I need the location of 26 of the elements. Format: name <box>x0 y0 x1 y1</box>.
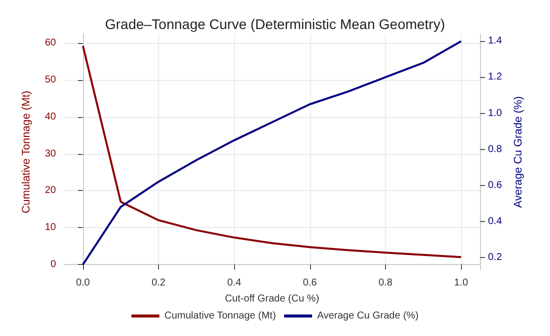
x-tick-label: 0.8 <box>378 278 393 288</box>
y2-tick-label: 0.8 <box>488 144 502 155</box>
y-tick-label: 50 <box>44 74 56 86</box>
x-tick-label: 0.0 <box>76 278 90 288</box>
x-tick-label: 0.2 <box>152 278 166 288</box>
chart-title: Grade–Tonnage Curve (Deterministic Mean Geometry) <box>104 16 446 32</box>
y2-tick-label: 1.0 <box>488 108 502 119</box>
legend-label: Cumulative Tonnage (Mt) <box>164 310 276 322</box>
y-tick-label: 60 <box>44 38 56 49</box>
y-axis-title: Cumulative Tonnage (Mt) <box>20 90 32 214</box>
y2-tick-label: 0.6 <box>488 180 502 191</box>
y2-tick-label: 0.4 <box>488 216 502 227</box>
x-tick-label: 1.0 <box>454 278 468 288</box>
y2-tick-label: 0.2 <box>488 252 502 263</box>
legend-label: Average Cu Grade (%) <box>317 310 419 322</box>
y-tick-label: 30 <box>44 148 56 160</box>
y-tick-label: 20 <box>44 185 56 196</box>
y2-tick-label: 1.2 <box>488 72 502 83</box>
x-tick-label: 0.4 <box>227 278 242 288</box>
x-axis-title: Cut-off Grade (Cu %) <box>224 294 320 304</box>
y2-tick-label: 1.4 <box>488 36 502 47</box>
y-tick-label: 0 <box>50 258 56 270</box>
y2-axis-title: Average Cu Grade (%) <box>512 96 524 208</box>
x-tick-label: 0.6 <box>302 278 318 288</box>
y-tick-label: 10 <box>44 222 56 234</box>
y-tick-label: 40 <box>44 111 56 122</box>
